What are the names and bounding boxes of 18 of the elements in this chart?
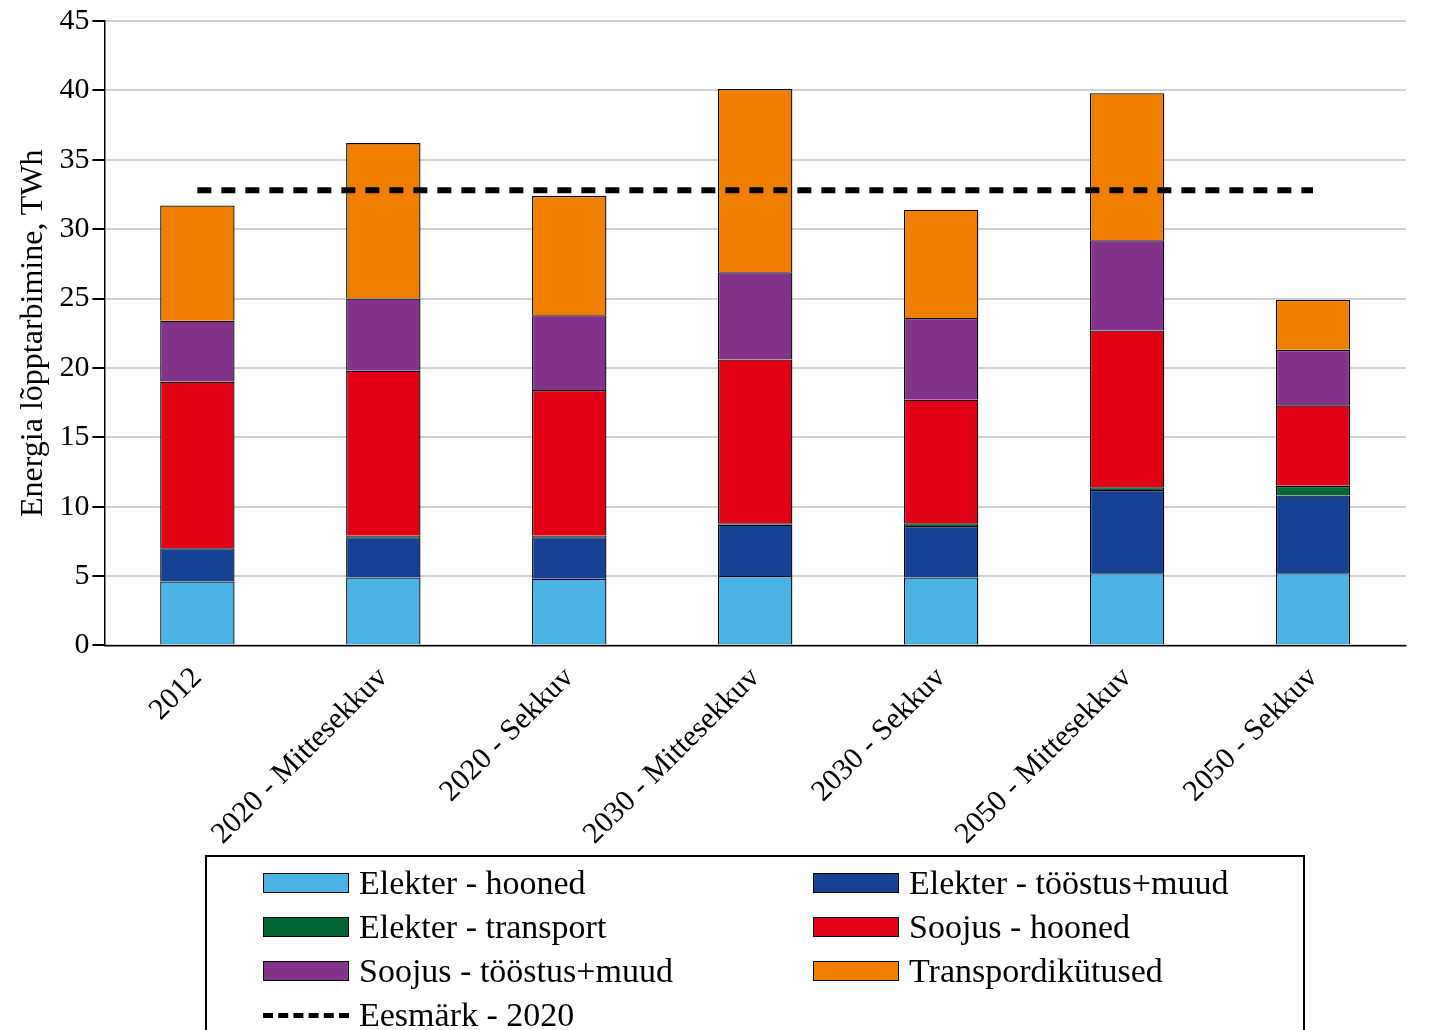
y-tick-label: 20	[59, 348, 90, 382]
y-tick-label: 5	[74, 556, 90, 590]
y-axis-title: Energia lõpptarbimine, TWh	[12, 149, 49, 517]
y-tick-label: 40	[59, 71, 90, 105]
legend-label: Elekter - tööstus+muud	[909, 864, 1229, 902]
legend-label: Soojus - tööstus+muud	[359, 952, 673, 990]
legend-label: Soojus - hooned	[909, 908, 1130, 946]
y-tick-label: 15	[59, 418, 90, 452]
y-tick-label: 25	[59, 279, 90, 313]
legend-label: Elekter - hooned	[359, 864, 586, 902]
y-tick-label: 0	[74, 626, 90, 660]
legend-label: Elekter - transport	[359, 908, 607, 946]
legend-label: Eesmärk - 2020	[359, 996, 575, 1030]
y-tick-label: 30	[59, 210, 90, 244]
legend-label: Transpordikütused	[909, 952, 1163, 990]
y-tick-label: 45	[59, 1, 90, 35]
y-tick-label: 35	[59, 140, 90, 174]
y-tick-label: 10	[59, 487, 90, 521]
